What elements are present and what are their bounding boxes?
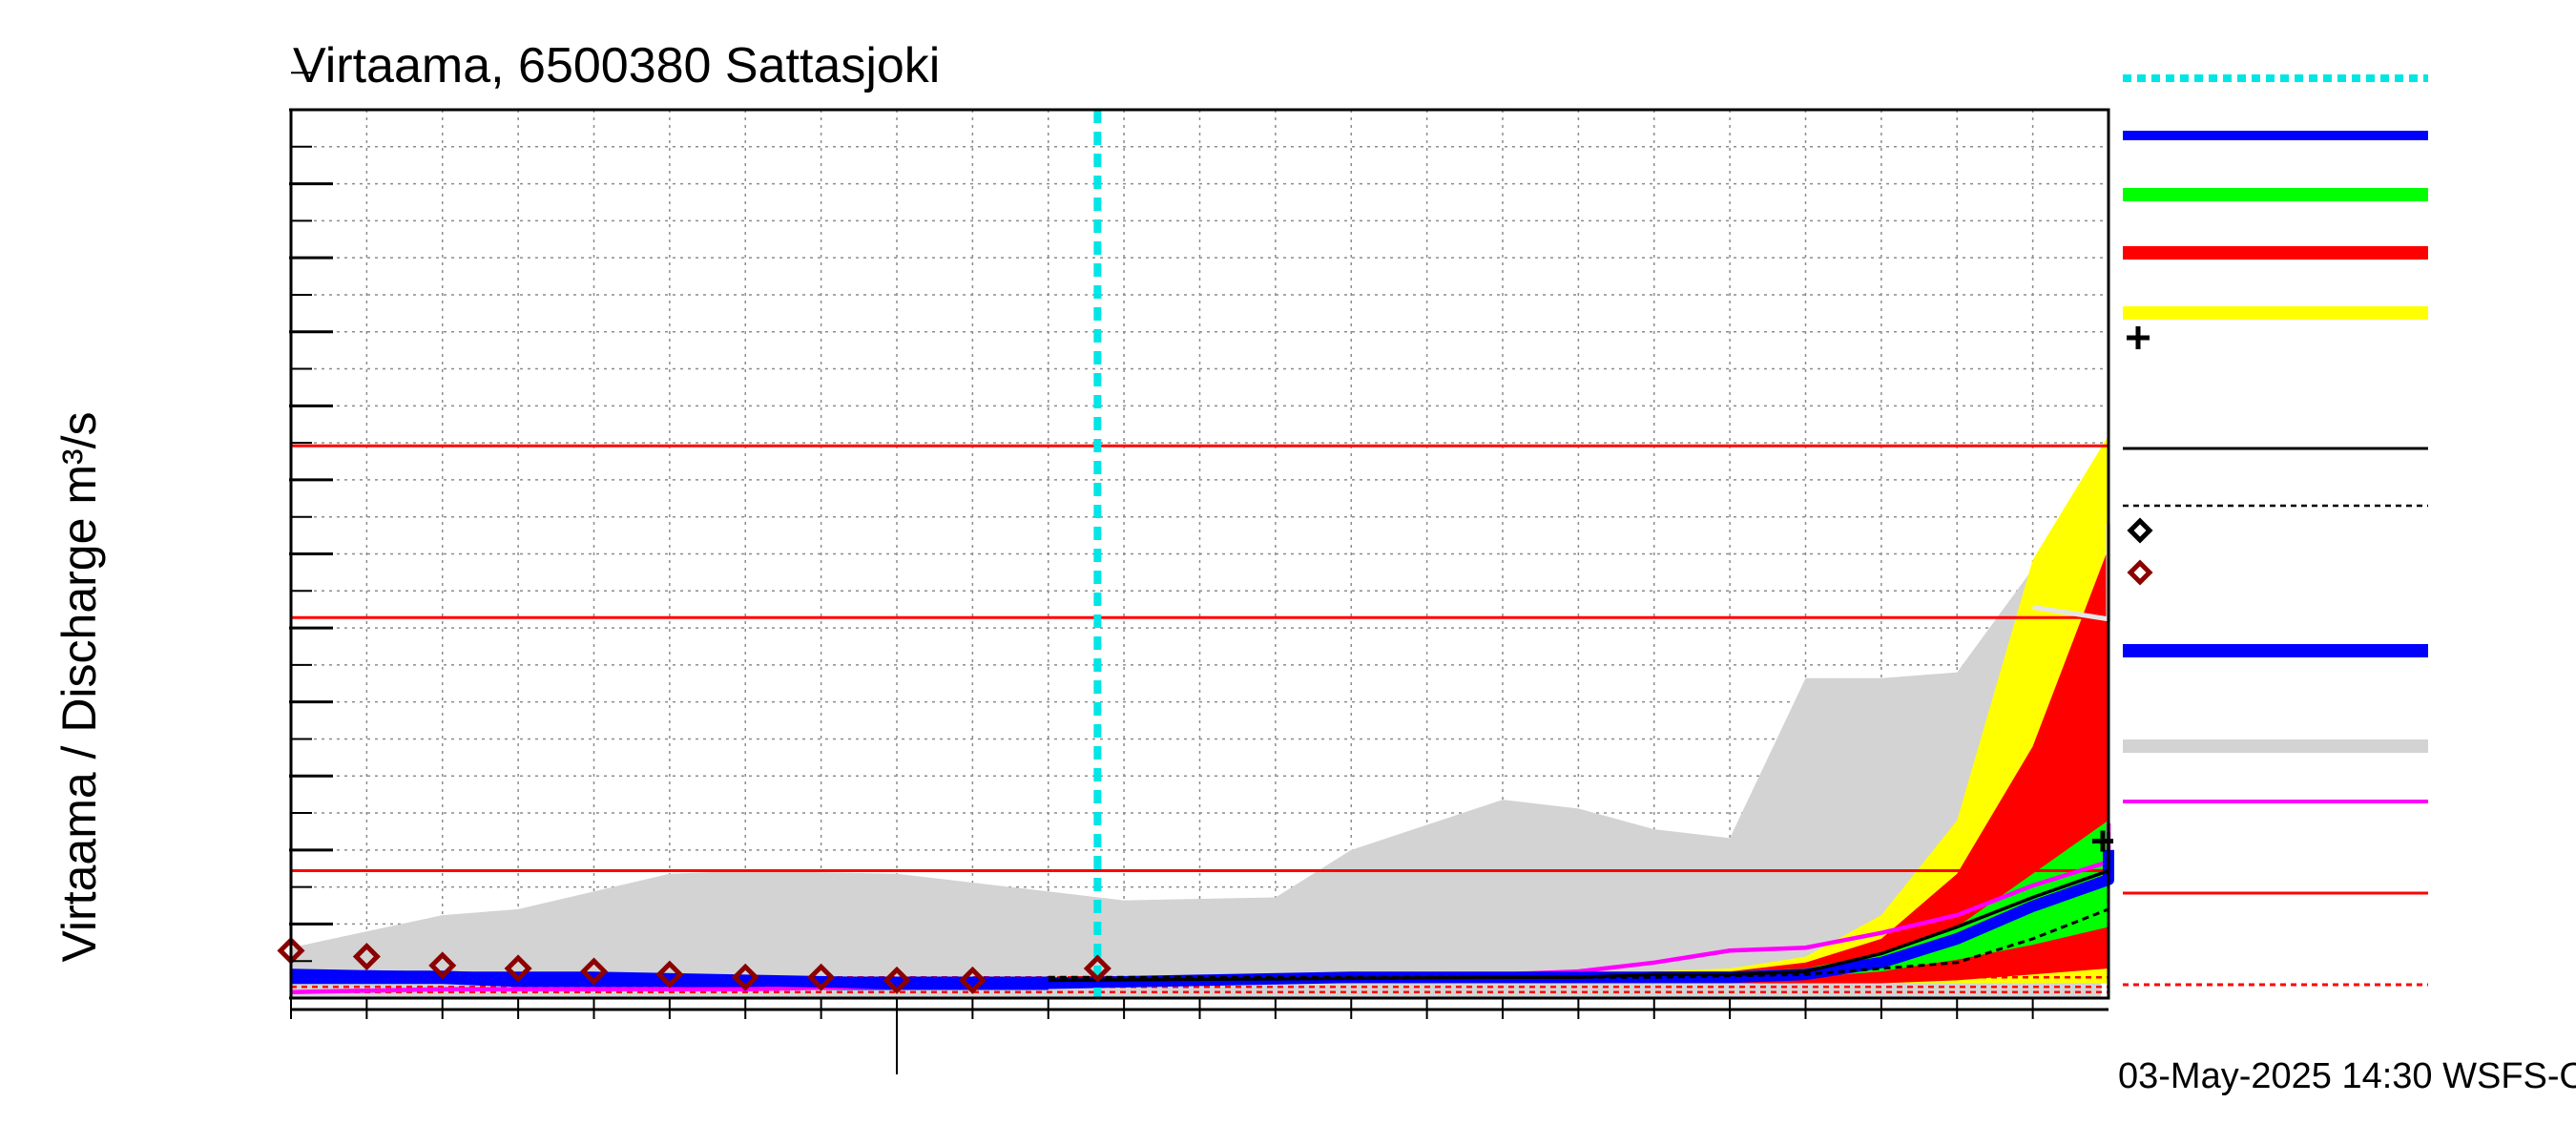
observed-point: [958, 966, 987, 994]
observed-point: [352, 943, 381, 971]
observed-point: [883, 966, 911, 994]
legend-marker-unreliable: [2127, 559, 2153, 586]
observed-point: [731, 963, 759, 991]
history-range-band: [291, 569, 2102, 998]
axes: [289, 72, 2110, 1074]
y-axis-label: Virtaama / Discharge m³/s: [52, 411, 106, 962]
weather-based-line: [1048, 879, 2110, 979]
observed-point: [504, 954, 532, 983]
observed-point: [655, 960, 684, 989]
observed-point: [1083, 954, 1111, 983]
observed-point: [428, 951, 457, 980]
legend: [2123, 74, 2428, 987]
legend-marker-observed: [2127, 517, 2153, 544]
chart-title: Virtaama, 6500380 Sattasjoki: [293, 38, 940, 94]
observed-point: [807, 963, 836, 991]
footer-timestamp: 03-May-2025 14:30 WSFS-O: [2118, 1056, 2576, 1096]
observed-point: [579, 957, 609, 986]
